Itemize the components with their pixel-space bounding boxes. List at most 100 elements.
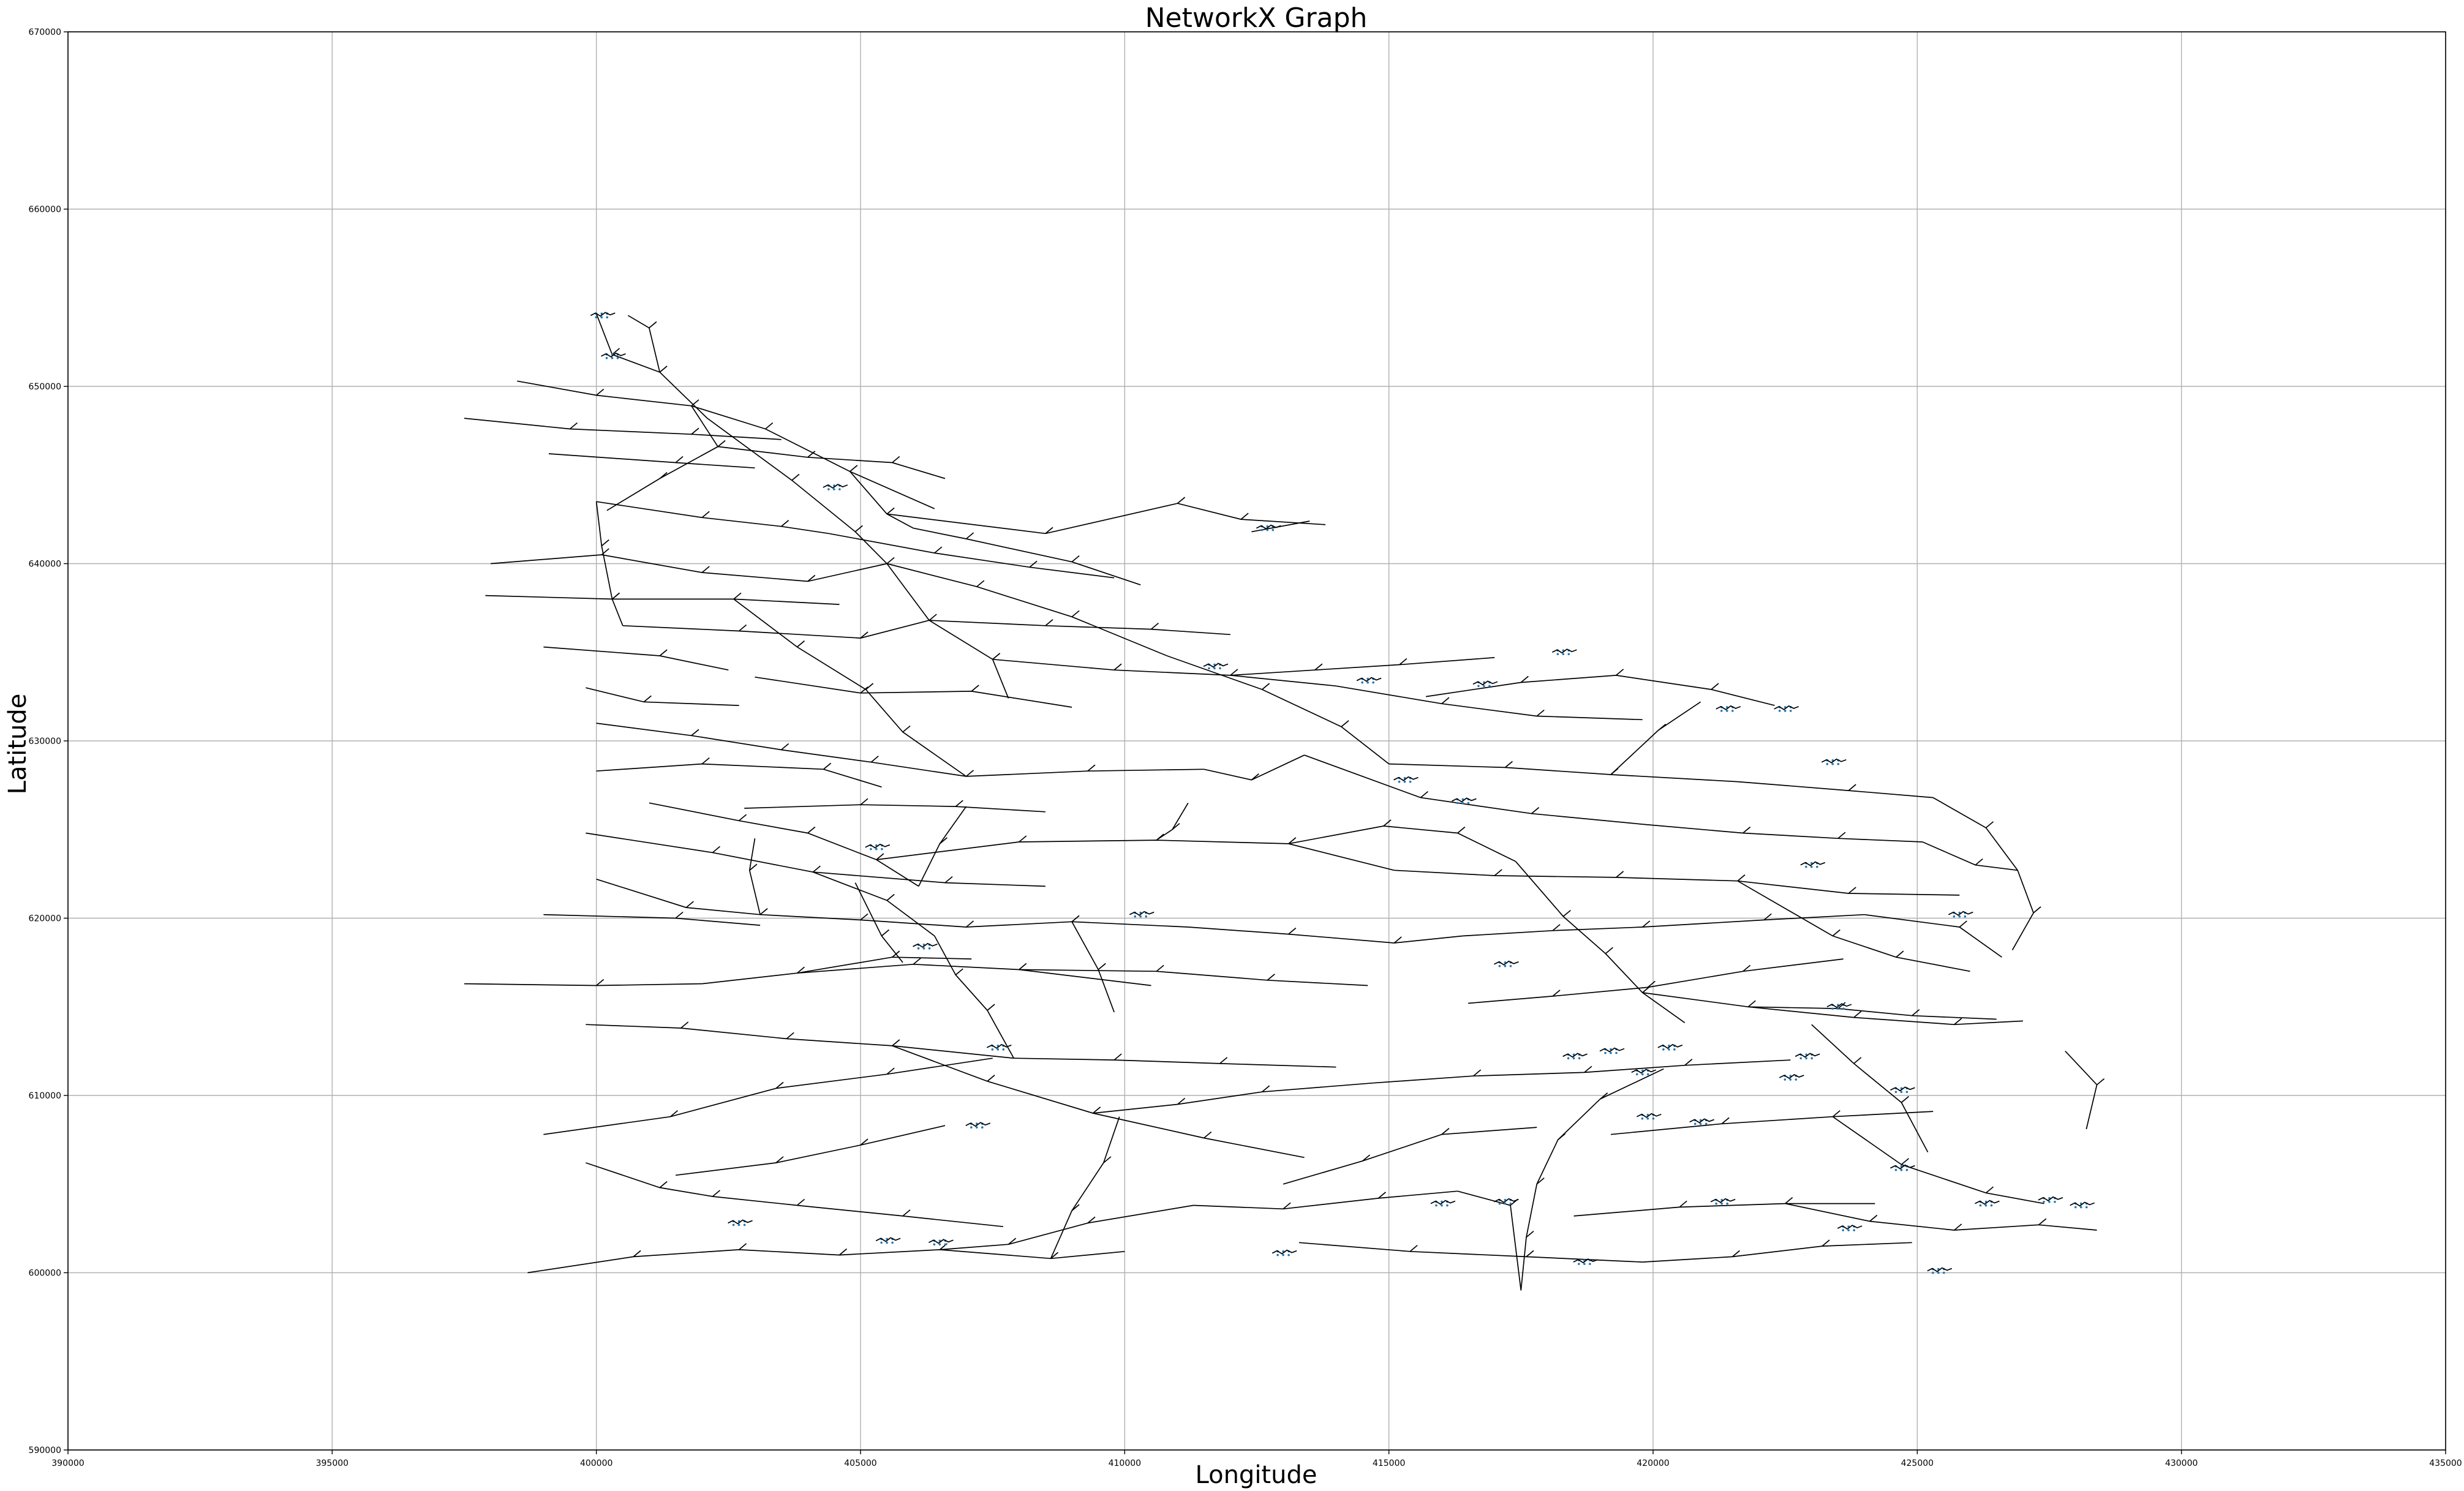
graph-edge-stub	[892, 1039, 900, 1046]
graph-edge	[1832, 1116, 2044, 1204]
graph-node	[1799, 1057, 1802, 1060]
graph-node	[1604, 1051, 1607, 1054]
graph-edge-stub	[2033, 906, 2041, 914]
graph-node	[1646, 1073, 1649, 1076]
grid	[67, 31, 2446, 1451]
graph-edges	[464, 313, 2105, 1291]
cluster-edge	[601, 352, 626, 358]
graph-edge	[1167, 655, 1390, 765]
x-tick-label: 410000	[1109, 1459, 1141, 1468]
graph-edge-stub	[1747, 1000, 1756, 1007]
cluster-edge	[1256, 524, 1281, 530]
graph-edge-stub	[1785, 1196, 1793, 1204]
graph-edge	[1373, 1059, 1791, 1084]
graph-node	[1578, 1057, 1581, 1060]
graph-edge-stub	[992, 653, 1001, 660]
graph-edge-stub	[1504, 761, 1513, 768]
graph-edge-stub	[701, 757, 710, 765]
graph-node	[1932, 1271, 1934, 1274]
graph-node	[1831, 1007, 1834, 1010]
graph-node	[1372, 681, 1374, 684]
graph-node	[944, 1243, 947, 1246]
graph-edge	[755, 676, 1072, 708]
graph-node	[891, 1241, 894, 1244]
y-axis-label: Latitude	[4, 694, 32, 795]
graph-node	[1366, 681, 1369, 684]
graph-node	[1488, 685, 1491, 688]
graph-edge	[627, 315, 661, 372]
graph-edge-stub	[1832, 929, 1840, 937]
cluster-edge	[1826, 1003, 1852, 1008]
graph-edge	[1388, 763, 1738, 783]
graph-edge-stub	[675, 456, 684, 464]
graph-edge-stub	[807, 574, 816, 582]
graph-edge-stub	[1616, 669, 1624, 676]
graph-edge-stub	[1071, 555, 1080, 563]
cluster-edge	[1636, 1113, 1662, 1118]
graph-edge-stub	[1869, 1214, 1878, 1222]
graph-edge	[596, 878, 1188, 928]
graph-edge-stub	[691, 729, 699, 736]
graph-node	[1446, 1204, 1449, 1207]
graph-node	[938, 1243, 941, 1246]
y-tick-label: 630000	[29, 737, 61, 746]
graph-edge-stub	[944, 876, 953, 884]
graph-edge	[622, 620, 930, 639]
graph-edge	[586, 1162, 1003, 1228]
graph-edge	[876, 839, 1395, 871]
graph-edge-stub	[902, 1209, 911, 1217]
graph-edge	[1932, 797, 2018, 871]
graph-edge-stub	[612, 348, 620, 355]
graph-node	[743, 1223, 746, 1226]
cluster-edge	[1494, 960, 1519, 966]
graph-edge-stub	[1393, 936, 1402, 944]
graph-edge-stub	[701, 566, 710, 573]
graph-edge-stub	[1441, 1128, 1450, 1135]
x-tick-label: 430000	[2165, 1459, 2198, 1468]
graph-node	[1715, 1202, 1717, 1205]
graph-edge-stub	[1314, 663, 1323, 670]
graph-edge-stub	[775, 1156, 784, 1163]
graph-edge-stub	[1172, 823, 1180, 830]
graph-node	[595, 316, 598, 318]
graph-edge	[485, 595, 840, 605]
graph-edge	[918, 806, 967, 887]
graph-node	[611, 356, 614, 359]
graph-node	[1784, 710, 1787, 712]
graph-edge	[543, 1057, 993, 1135]
graph-edge	[1610, 701, 1701, 775]
cluster-edge	[590, 312, 616, 317]
graph-node	[1958, 915, 1961, 918]
graph-node	[616, 356, 619, 359]
chart-title: NetworkX Graph	[1145, 2, 1368, 34]
graph-node	[1900, 1168, 1903, 1171]
graph-edge	[1425, 675, 1775, 706]
graph-node	[1589, 1263, 1591, 1265]
cluster-edge	[1551, 648, 1577, 654]
graph-edge-stub	[633, 1250, 641, 1258]
graph-node	[1847, 1229, 1850, 1231]
graph-edge-stub	[796, 1198, 805, 1206]
graph-edge-stub	[1029, 560, 1038, 568]
graph-node	[1900, 1091, 1903, 1094]
graph-edge	[1864, 914, 2002, 958]
x-tick-label: 425000	[1901, 1459, 1934, 1468]
graph-edge	[886, 563, 1167, 656]
cluster-edge	[1393, 776, 1418, 781]
graph-edge-stub	[823, 762, 832, 770]
graph-edge-stub	[1177, 497, 1186, 504]
graph-edge-stub	[1647, 980, 1656, 988]
graph-edge	[595, 313, 708, 419]
graph-edge	[1922, 841, 2018, 871]
graph-edge-stub	[1896, 950, 1904, 958]
graph-node	[1831, 762, 1834, 765]
graph-edge-stub	[1103, 1156, 1112, 1163]
graph-node	[2085, 1206, 2088, 1209]
graph-edge-stub	[1283, 1202, 1291, 1209]
graph-edge	[1304, 754, 1643, 825]
graph-edge-stub	[1901, 1095, 1909, 1103]
graph-edge	[829, 533, 1115, 579]
graph-edge-stub	[796, 966, 805, 974]
graph-edge-stub	[1087, 764, 1096, 772]
graph-node	[1810, 1057, 1813, 1060]
